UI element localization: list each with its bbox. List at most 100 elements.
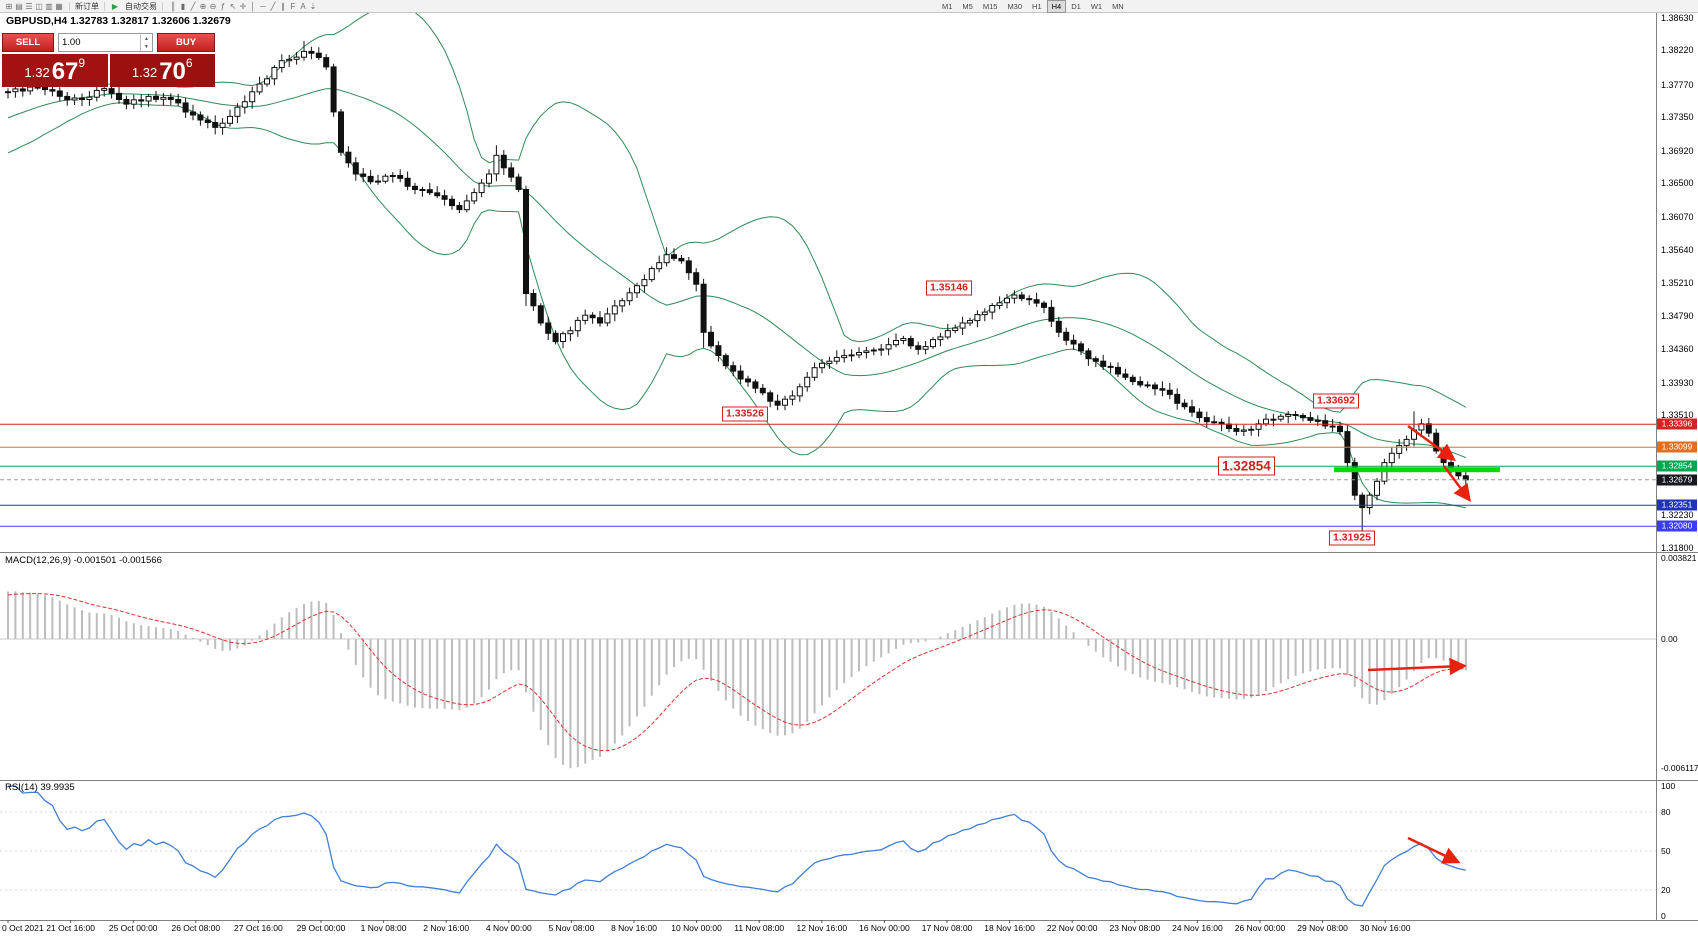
text-label-icon[interactable]: A — [300, 1, 306, 11]
macd-panel[interactable] — [0, 591, 1656, 769]
price-axis-badge-1.32679: 1.32679 — [1657, 474, 1697, 486]
time-axis-label: 29 Oct 00:00 — [296, 923, 346, 933]
rsi-axis-value: 20 — [1661, 885, 1671, 895]
timeframe-button-M30[interactable]: M30 — [1007, 2, 1023, 11]
timeframe-button-M15[interactable]: M15 — [982, 2, 998, 11]
arrow-objects-icon[interactable]: ⇣ — [309, 1, 317, 11]
price-axis-tick: 1.36920 — [1661, 145, 1694, 156]
data-window-icon[interactable]: ◫ — [35, 1, 43, 11]
market-watch-icon[interactable]: ☰ — [25, 1, 33, 11]
zoom-in-icon[interactable]: ⊕ — [199, 1, 207, 11]
time-axis-label: 30 Nov 16:00 — [1359, 923, 1411, 933]
sell-price-display[interactable]: 1.32 67 9 — [2, 54, 108, 87]
toolbar-separator — [104, 1, 105, 11]
sell-price-int: 1.32 — [24, 65, 50, 80]
sell-button[interactable]: SELL — [2, 33, 54, 52]
terminal-icon[interactable]: ▦ — [55, 1, 63, 11]
volume-down-button[interactable]: ▼ — [144, 43, 149, 50]
support-band-highlight[interactable] — [1334, 467, 1500, 473]
rsi-indicator-label: RSI(14) 39.9935 — [5, 782, 75, 793]
buy-price-display[interactable]: 1.32 70 6 — [109, 54, 215, 87]
price-axis-tick: 1.33930 — [1661, 377, 1694, 388]
timeframe-button-H1[interactable]: H1 — [1032, 2, 1042, 11]
rsi-axis-value: 0 — [1661, 911, 1666, 921]
price-callout-1.33692: 1.33692 — [1313, 393, 1359, 409]
time-axis-label: 23 Nov 08:00 — [1109, 923, 1161, 933]
price-axis-tick: 1.38220 — [1661, 44, 1694, 55]
price-axis-tick: 1.35210 — [1661, 278, 1694, 289]
price-axis-tick: 1.33510 — [1661, 410, 1694, 421]
buy-price-int: 1.32 — [131, 65, 158, 80]
volume-up-button[interactable]: ▲ — [144, 35, 149, 42]
candlestick-area[interactable] — [0, 6, 1656, 539]
indicators-icon[interactable]: ƒ — [220, 1, 226, 11]
bar-chart-icon[interactable]: ║ — [170, 1, 176, 11]
rsi-panel[interactable] — [0, 785, 1656, 907]
bollinger-upper-band — [7, 13, 1467, 413]
bull-candles — [5, 50, 1425, 509]
toolbar: ⊞ ▤ ☰ ◫ ▥ ▦ 新订单 ▶ 自动交易 ║ ▮ ╱ ⊕ ⊖ ƒ ↖ ✛ │ ─ ╱ ∥ F A ⇣ M1 M5 M1… — [0, 0, 1698, 13]
timeframe-group: M1 M5 M15 M30 H1 H4 D1 W1 MN — [937, 0, 1129, 13]
macd-axis-value: -0.006117 — [1661, 763, 1698, 774]
rsi-axis-value: 100 — [1661, 781, 1676, 791]
draw-vline-icon[interactable]: │ — [250, 1, 256, 11]
buy-price-sup: 6 — [185, 56, 193, 70]
price-axis-tick: 1.34360 — [1661, 344, 1694, 355]
price-arrow-lower[interactable] — [1443, 465, 1471, 502]
price-axis-tick: 1.36070 — [1661, 211, 1694, 222]
rsi-line — [8, 785, 1466, 907]
bollinger-lower-band — [7, 102, 1466, 509]
new-order-button[interactable]: 新订单 — [75, 1, 99, 11]
new-chart-icon[interactable]: ⊞ — [5, 1, 13, 11]
volume-input[interactable] — [59, 37, 140, 48]
timeframe-button-D1[interactable]: D1 — [1071, 2, 1081, 11]
price-axis-tick: 1.36500 — [1661, 178, 1694, 189]
timeframe-button-MN[interactable]: MN — [1112, 2, 1124, 11]
sell-price-main: 67 — [51, 58, 79, 85]
line-chart-icon[interactable]: ╱ — [190, 1, 196, 11]
autotrading-icon: ▶ — [111, 1, 119, 11]
time-axis-label: 18 Nov 16:00 — [984, 923, 1035, 933]
time-axis-label: 11 Nov 08:00 — [734, 923, 785, 933]
candlestick-chart-icon[interactable]: ▮ — [180, 1, 186, 11]
time-axis-label: 27 Oct 16:00 — [234, 923, 283, 933]
toolbar-separator — [69, 1, 70, 11]
draw-trendline-icon[interactable]: ╱ — [270, 1, 276, 11]
draw-hline-icon[interactable]: ─ — [260, 1, 266, 11]
zoom-out-icon[interactable]: ⊖ — [209, 1, 217, 11]
timeframe-button-M5[interactable]: M5 — [962, 2, 973, 11]
rsi-axis-value: 50 — [1661, 846, 1671, 856]
price-callout-1.32854: 1.32854 — [1218, 456, 1275, 476]
crosshair-icon[interactable]: ✛ — [239, 1, 247, 11]
profiles-icon[interactable]: ▤ — [15, 1, 23, 11]
draw-channel-icon[interactable]: ∥ — [281, 1, 285, 11]
timeframe-button-W1[interactable]: W1 — [1090, 2, 1103, 11]
rsi-arrow[interactable] — [1407, 836, 1461, 864]
time-axis-label: 26 Nov 00:00 — [1234, 923, 1286, 933]
price-axis-tick: 1.37350 — [1661, 112, 1694, 123]
macd-arrow[interactable] — [1367, 657, 1467, 676]
bear-candles — [19, 50, 1469, 509]
bollinger-middle-band — [7, 88, 1466, 459]
cursor-icon[interactable]: ↖ — [229, 1, 237, 11]
chart-ohlc-header: GBPUSD,H4 1.32783 1.32817 1.32606 1.3267… — [6, 15, 231, 27]
buy-price-main: 70 — [159, 58, 186, 85]
volume-spinner: ▲ ▼ — [140, 34, 152, 51]
buy-button[interactable]: BUY — [157, 33, 215, 52]
price-callout-1.31925: 1.31925 — [1329, 530, 1375, 546]
price-callout-1.33526: 1.33526 — [722, 406, 768, 422]
price-arrow-upper[interactable] — [1407, 424, 1457, 461]
macd-histogram — [7, 591, 1467, 769]
timeframe-button-M1[interactable]: M1 — [942, 2, 953, 11]
navigator-icon[interactable]: ▥ — [45, 1, 53, 11]
fibonacci-icon[interactable]: F — [290, 1, 296, 11]
timeframe-button-H4[interactable]: H4 — [1046, 0, 1067, 13]
time-axis-label: 4 Nov 00:00 — [485, 923, 532, 933]
price-axis-tick: 1.32230 — [1661, 509, 1694, 520]
toolbar-tool-icons: ║ ▮ ╱ ⊕ ⊖ ƒ ↖ ✛ │ ─ ╱ ∥ F A ⇣ — [168, 1, 318, 12]
time-axis-label: 29 Nov 08:00 — [1297, 923, 1348, 933]
macd-axis-value: 0.00 — [1661, 634, 1678, 644]
time-axis-label: 25 Oct 00:00 — [108, 923, 158, 933]
autotrading-button[interactable]: 自动交易 — [125, 1, 157, 11]
